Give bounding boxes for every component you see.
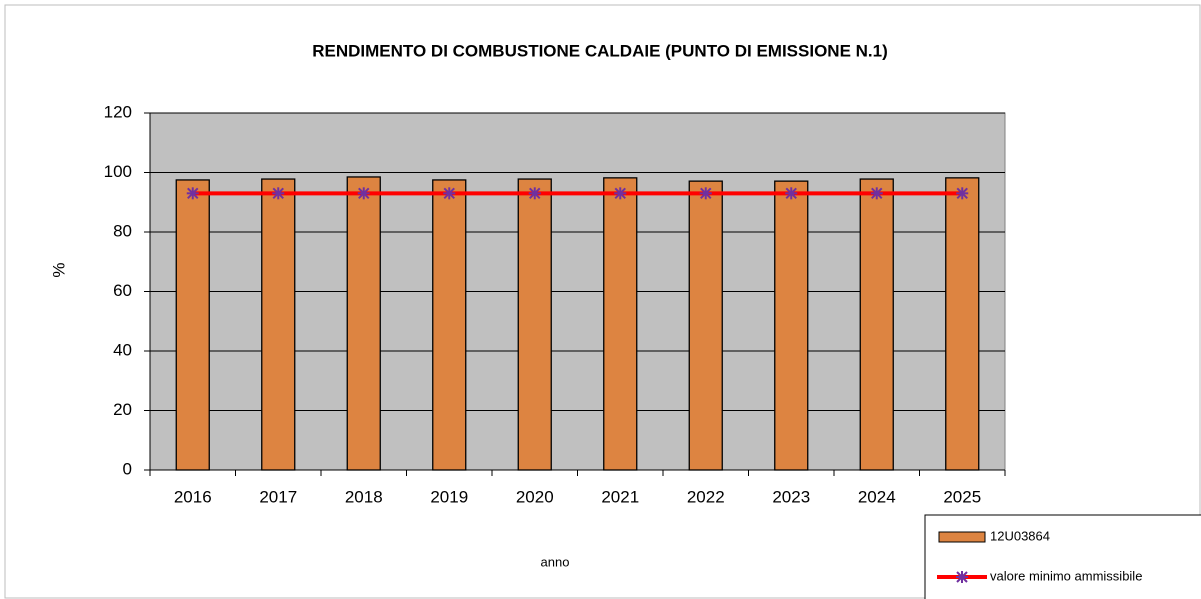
marker-stroke <box>443 187 455 200</box>
y-tick-label: 120 <box>104 102 132 121</box>
x-tick-label: 2016 <box>174 487 212 506</box>
y-tick-label: 100 <box>104 162 132 181</box>
x-tick-label: 2020 <box>516 487 554 506</box>
line-marker <box>272 187 285 200</box>
x-tick-label: 2024 <box>858 487 896 506</box>
y-axis-label: % <box>49 262 68 277</box>
x-tick-label: 2018 <box>345 487 383 506</box>
chart-title: RENDIMENTO DI COMBUSTIONE CALDAIE (PUNTO… <box>312 41 888 60</box>
x-tick-label: 2022 <box>687 487 725 506</box>
bar <box>432 179 467 471</box>
x-tick-label: 2019 <box>430 487 468 506</box>
bar <box>261 178 296 471</box>
line-marker <box>186 187 199 200</box>
marker-stroke <box>956 187 968 200</box>
legend-label: 12U03864 <box>990 528 1050 543</box>
bar <box>688 180 723 471</box>
y-tick-label: 40 <box>113 340 132 359</box>
marker-stroke <box>956 571 968 583</box>
bar <box>945 177 980 471</box>
bar <box>774 180 809 471</box>
x-axis-label: anno <box>541 554 570 569</box>
y-tick-label: 80 <box>113 221 132 240</box>
marker-stroke <box>700 187 712 200</box>
x-tick-label: 2023 <box>772 487 810 506</box>
marker-stroke <box>272 187 284 200</box>
y-tick-label: 0 <box>123 459 132 478</box>
line-marker <box>870 187 883 200</box>
bar <box>603 177 638 471</box>
line-marker <box>528 187 541 200</box>
marker-stroke <box>614 187 626 200</box>
line-marker <box>699 187 712 200</box>
marker-stroke <box>871 187 883 200</box>
bar <box>346 176 381 471</box>
y-tick-label: 20 <box>113 400 132 419</box>
x-tick-label: 2025 <box>943 487 981 506</box>
bar <box>859 178 894 471</box>
x-tick-label: 2017 <box>259 487 297 506</box>
bar <box>175 179 210 471</box>
x-tick-label: 2021 <box>601 487 639 506</box>
legend-swatch <box>938 531 986 543</box>
legend-label: valore minimo ammissibile <box>990 568 1142 583</box>
line-marker <box>956 571 968 583</box>
legend-box <box>924 514 1201 599</box>
line-marker <box>357 187 370 200</box>
line-marker <box>443 187 456 200</box>
marker-stroke <box>358 187 370 200</box>
y-tick-label: 60 <box>113 281 132 300</box>
marker-stroke <box>187 187 199 200</box>
line-marker <box>614 187 627 200</box>
bar <box>517 178 552 471</box>
line-marker <box>785 187 798 200</box>
marker-stroke <box>785 187 797 200</box>
marker-stroke <box>529 187 541 200</box>
line-marker <box>956 187 969 200</box>
